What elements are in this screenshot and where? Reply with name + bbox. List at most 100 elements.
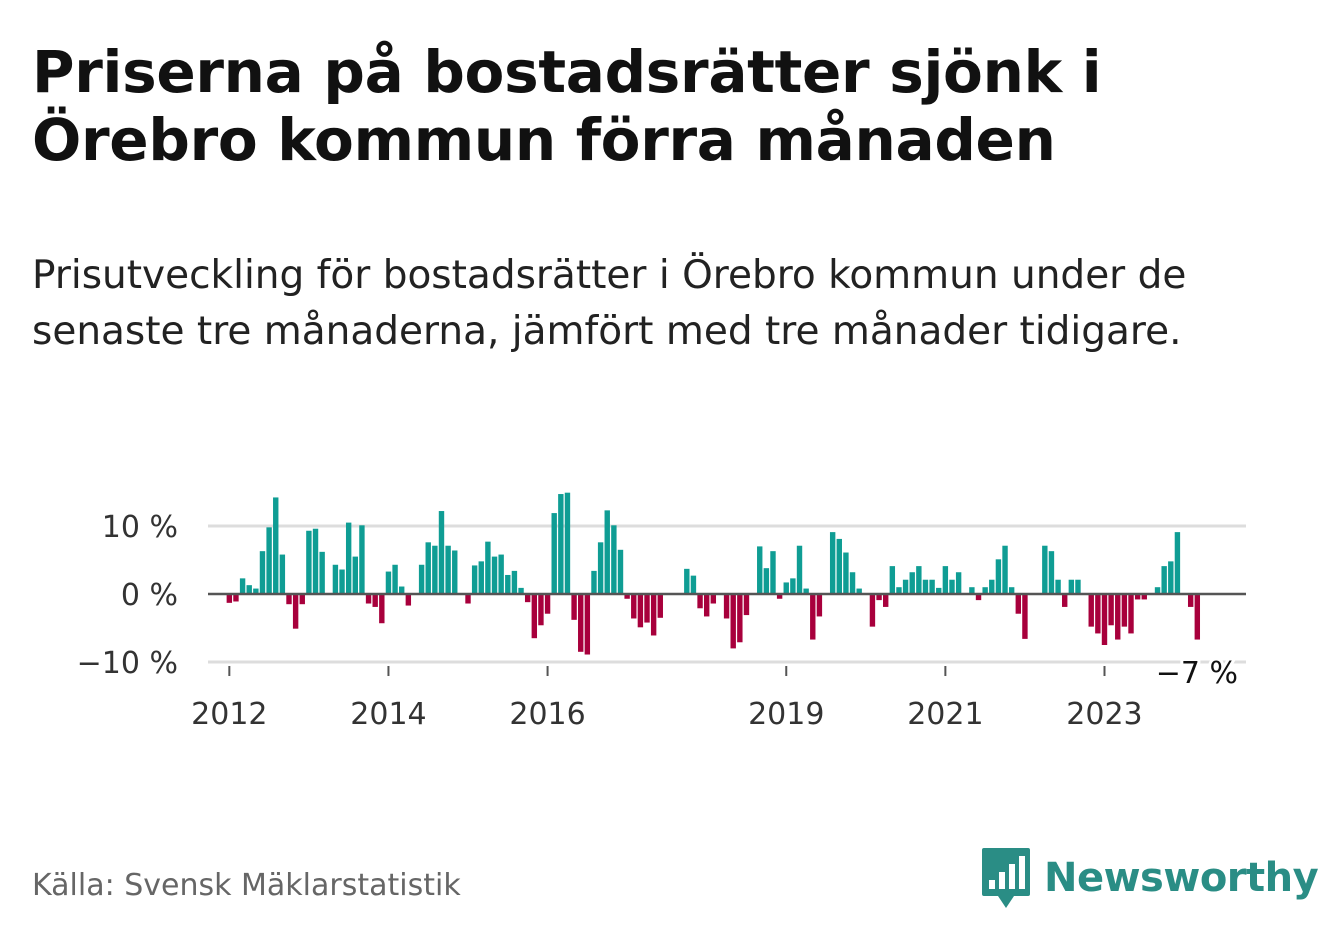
bar — [564, 492, 571, 594]
bar-chart: 10 % 0 % −10 % 2012 2014 2016 2019 2021 2023 −7… — [77, 492, 1246, 732]
x-tick-label: 2014 — [350, 697, 426, 732]
bar — [385, 571, 392, 594]
bar — [511, 570, 518, 594]
bar — [776, 594, 783, 599]
bars — [226, 492, 1201, 655]
bar — [438, 511, 445, 594]
bar — [584, 594, 591, 655]
bar — [485, 541, 491, 594]
bar — [425, 542, 431, 594]
bar — [1101, 594, 1108, 645]
bar — [432, 545, 438, 594]
bar — [783, 582, 789, 594]
bar — [306, 530, 312, 594]
bar — [1015, 594, 1021, 614]
bar — [538, 594, 544, 626]
bar — [810, 594, 816, 640]
bar — [452, 550, 458, 594]
bar — [319, 551, 325, 594]
bar — [604, 510, 610, 594]
bar — [710, 594, 717, 604]
bar — [949, 579, 955, 594]
bar — [1022, 594, 1028, 639]
bar — [524, 594, 531, 603]
bar — [1168, 561, 1174, 594]
bar — [617, 549, 624, 594]
bar — [578, 594, 584, 652]
bar — [332, 564, 339, 594]
bar — [1108, 594, 1114, 626]
bar — [1194, 594, 1201, 640]
bar — [246, 585, 252, 594]
bar — [405, 594, 412, 606]
bar — [1161, 566, 1167, 594]
bar — [1048, 551, 1055, 594]
bar — [551, 513, 557, 594]
brand-name: Newsworthy — [1044, 855, 1319, 901]
bar — [1154, 587, 1161, 594]
bar — [365, 594, 372, 604]
bar — [624, 594, 630, 599]
bar — [1002, 545, 1008, 594]
bar — [239, 578, 246, 594]
gridlines — [208, 524, 1246, 664]
y-axis-labels: 10 % 0 % −10 % — [77, 510, 178, 681]
bar — [631, 594, 637, 619]
bar — [1115, 594, 1121, 640]
bar — [796, 545, 803, 594]
bar — [1128, 594, 1134, 634]
bar — [737, 594, 743, 643]
bar — [995, 559, 1002, 594]
bar — [982, 587, 988, 594]
x-tick-label: 2016 — [509, 697, 585, 732]
bar — [922, 579, 929, 594]
bar — [743, 594, 750, 616]
bar — [292, 594, 299, 629]
bar — [352, 556, 358, 594]
bar — [359, 525, 365, 594]
bar — [1088, 594, 1094, 627]
y-tick-label: 0 % — [121, 578, 178, 613]
bar — [869, 594, 876, 627]
bar — [518, 587, 524, 594]
bar — [889, 566, 896, 594]
y-tick-label: 10 % — [102, 510, 178, 545]
bar — [644, 594, 650, 623]
bar — [445, 545, 451, 594]
bar — [372, 594, 378, 607]
bar — [478, 561, 484, 594]
bar — [770, 551, 776, 594]
bar — [969, 587, 975, 594]
bar — [226, 594, 233, 603]
bar — [803, 588, 809, 594]
bar — [531, 594, 538, 639]
bar — [1134, 594, 1141, 600]
bar — [498, 554, 504, 594]
newsworthy-logo: Newsworthy — [980, 846, 1319, 910]
bar — [345, 522, 352, 594]
bar — [697, 594, 703, 609]
bar — [611, 525, 617, 594]
bar — [1062, 594, 1068, 607]
bar — [544, 594, 551, 614]
bar — [637, 594, 644, 628]
bar — [955, 572, 962, 594]
bar — [273, 497, 279, 594]
bar — [757, 546, 763, 594]
bar — [279, 554, 286, 594]
bar — [339, 569, 345, 594]
bar — [1174, 532, 1181, 594]
bar-chart-logo-icon — [982, 848, 1030, 908]
bar — [896, 587, 902, 594]
bar — [597, 542, 604, 594]
bar — [1055, 579, 1061, 594]
bar — [883, 594, 889, 607]
bar — [505, 574, 511, 594]
bar — [1042, 545, 1048, 594]
bar — [856, 588, 862, 594]
bar — [259, 551, 266, 594]
bar — [690, 575, 697, 594]
bar — [571, 594, 577, 620]
bar — [650, 594, 657, 636]
bar — [379, 594, 385, 624]
